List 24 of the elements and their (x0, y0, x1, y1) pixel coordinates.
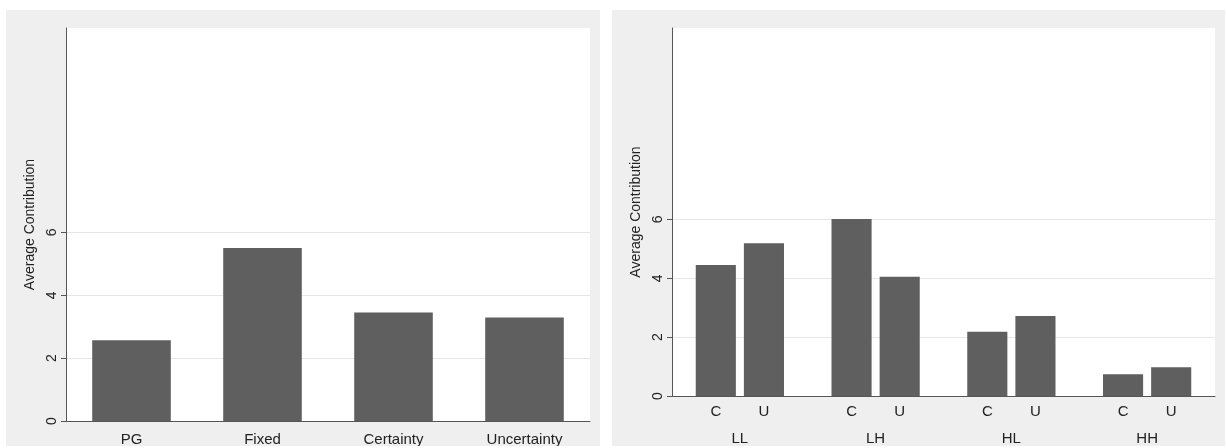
series-label: U (758, 402, 770, 419)
y-axis-title: Average Contribution (21, 158, 37, 291)
x-tick-label: HL (1001, 429, 1021, 446)
series-label: C (710, 402, 722, 419)
y-tick-label: 6 (649, 215, 665, 224)
y-tick-label: 0 (649, 391, 665, 400)
x-tick-label: PG (120, 430, 143, 447)
x-tick-label: Fixed (244, 430, 281, 447)
x-tick-label: HH (1136, 429, 1158, 446)
text: C (1117, 402, 1129, 419)
y-tick-label: 4 (649, 274, 665, 283)
x-tick-label: LH (866, 429, 886, 446)
y-tick-label: 4 (43, 291, 59, 300)
y-tick-label: 0 (43, 416, 59, 425)
y-tick-label: 6 (43, 228, 59, 237)
text: C (846, 402, 857, 419)
x-tick-label: LL (731, 429, 749, 446)
y-tick-label: 2 (43, 354, 59, 363)
text: U (894, 402, 906, 419)
text: U (1165, 402, 1177, 419)
y-tick-label: 2 (649, 333, 665, 342)
text: C (981, 402, 993, 419)
text: U (1030, 402, 1041, 419)
y-axis-title: Average Contribution (627, 146, 643, 278)
